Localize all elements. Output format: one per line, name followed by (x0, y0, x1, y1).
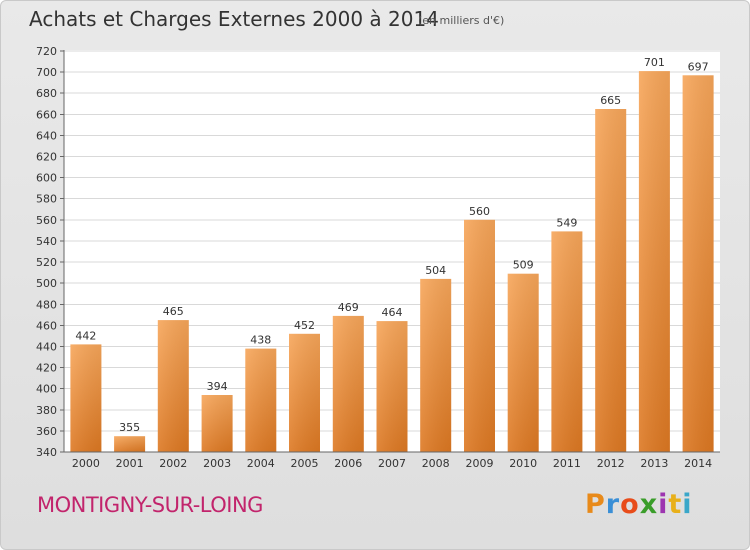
y-tick-label: 420 (36, 362, 57, 375)
logo-letter: P (585, 489, 606, 520)
bar-shade (157, 320, 189, 452)
x-tick-label: 2000 (72, 457, 100, 470)
data-label: 560 (469, 205, 490, 218)
data-label: 452 (294, 319, 315, 332)
x-tick-label: 2006 (334, 457, 362, 470)
data-label: 469 (338, 301, 359, 314)
data-label: 549 (556, 216, 577, 229)
y-tick-label: 640 (36, 129, 57, 142)
chart-title: Achats et Charges Externes 2000 à 2014 (29, 7, 439, 31)
y-tick-label: 500 (36, 277, 57, 290)
y-tick-label: 700 (36, 66, 57, 79)
x-tick-label: 2001 (116, 457, 144, 470)
bar-shade (464, 219, 495, 452)
bar-shade (682, 75, 714, 453)
y-tick-label: 620 (36, 151, 57, 164)
y-tick-label: 540 (36, 235, 57, 248)
y-tick-label: 400 (36, 383, 57, 396)
data-label: 394 (207, 380, 228, 393)
data-label: 442 (75, 329, 96, 342)
y-tick-label: 660 (36, 108, 57, 121)
x-axis: 2000 2001 2002 2003 2004 2005 2006 2007 2008 2009… (64, 451, 720, 470)
x-tick-label: 2004 (247, 457, 275, 470)
logo-letter: o (620, 489, 640, 520)
x-tick-label: 2010 (509, 457, 537, 470)
bar-shade (289, 333, 320, 452)
y-tick-label: 720 (36, 45, 57, 58)
bar-shade (551, 231, 583, 452)
bar-shade (420, 278, 452, 452)
data-label: 697 (688, 60, 709, 73)
y-tick-label: 460 (36, 319, 57, 332)
logo-letter: r (605, 489, 621, 520)
y-tick-label: 380 (36, 404, 57, 417)
bar-shade (638, 71, 670, 452)
y-tick-label: 680 (36, 87, 57, 100)
bar-shade (376, 321, 408, 452)
x-tick-label: 2002 (159, 457, 187, 470)
x-tick-label: 2013 (640, 457, 668, 470)
y-tick-label: 340 (36, 446, 57, 459)
x-tick-label: 2005 (291, 457, 319, 470)
chart-subtitle: (en milliers d'€) (418, 14, 505, 27)
x-tick-label: 2007 (378, 457, 406, 470)
bar-shade (245, 348, 277, 452)
data-label: 355 (119, 421, 140, 434)
y-tick-label: 360 (36, 425, 57, 438)
bars (70, 71, 714, 453)
data-label: 465 (163, 305, 184, 318)
logo-letter: x (639, 489, 659, 520)
y-axis: 340 360 380 400 420 440 460 480 500 520 540 560 580 6… (36, 45, 65, 459)
bar-shade (507, 273, 539, 452)
logo-letter: i (682, 489, 693, 520)
y-tick-label: 600 (36, 172, 57, 185)
data-labels: 442 355 465 394 438 452 469 464 504 560 509 549 665 7… (75, 56, 708, 434)
proxiti-logo: Proxiti (585, 489, 693, 520)
data-label: 509 (513, 259, 534, 272)
data-label: 665 (600, 94, 621, 107)
city-name: MONTIGNY-SUR-LOING (37, 493, 263, 517)
y-tick-label: 440 (36, 340, 57, 353)
data-label: 464 (382, 306, 403, 319)
x-tick-label: 2011 (553, 457, 581, 470)
bar-shade (70, 344, 102, 452)
logo-letter: i (658, 489, 669, 520)
bar-shade (201, 395, 233, 452)
data-label: 438 (250, 334, 271, 347)
x-tick-label: 2012 (597, 457, 625, 470)
data-label: 701 (644, 56, 665, 69)
x-tick-label: 2014 (684, 457, 712, 470)
y-tick-label: 560 (36, 214, 57, 227)
y-tick-label: 580 (36, 193, 57, 206)
bar-shade (332, 315, 364, 452)
x-tick-label: 2008 (422, 457, 450, 470)
y-tick-label: 520 (36, 256, 57, 269)
bar-shade (595, 109, 627, 452)
data-label: 504 (425, 264, 446, 277)
x-tick-label: 2003 (203, 457, 231, 470)
logo-letter: t (668, 489, 683, 520)
y-tick-label: 480 (36, 298, 57, 311)
x-tick-label: 2009 (466, 457, 494, 470)
bar-shade (114, 436, 146, 452)
